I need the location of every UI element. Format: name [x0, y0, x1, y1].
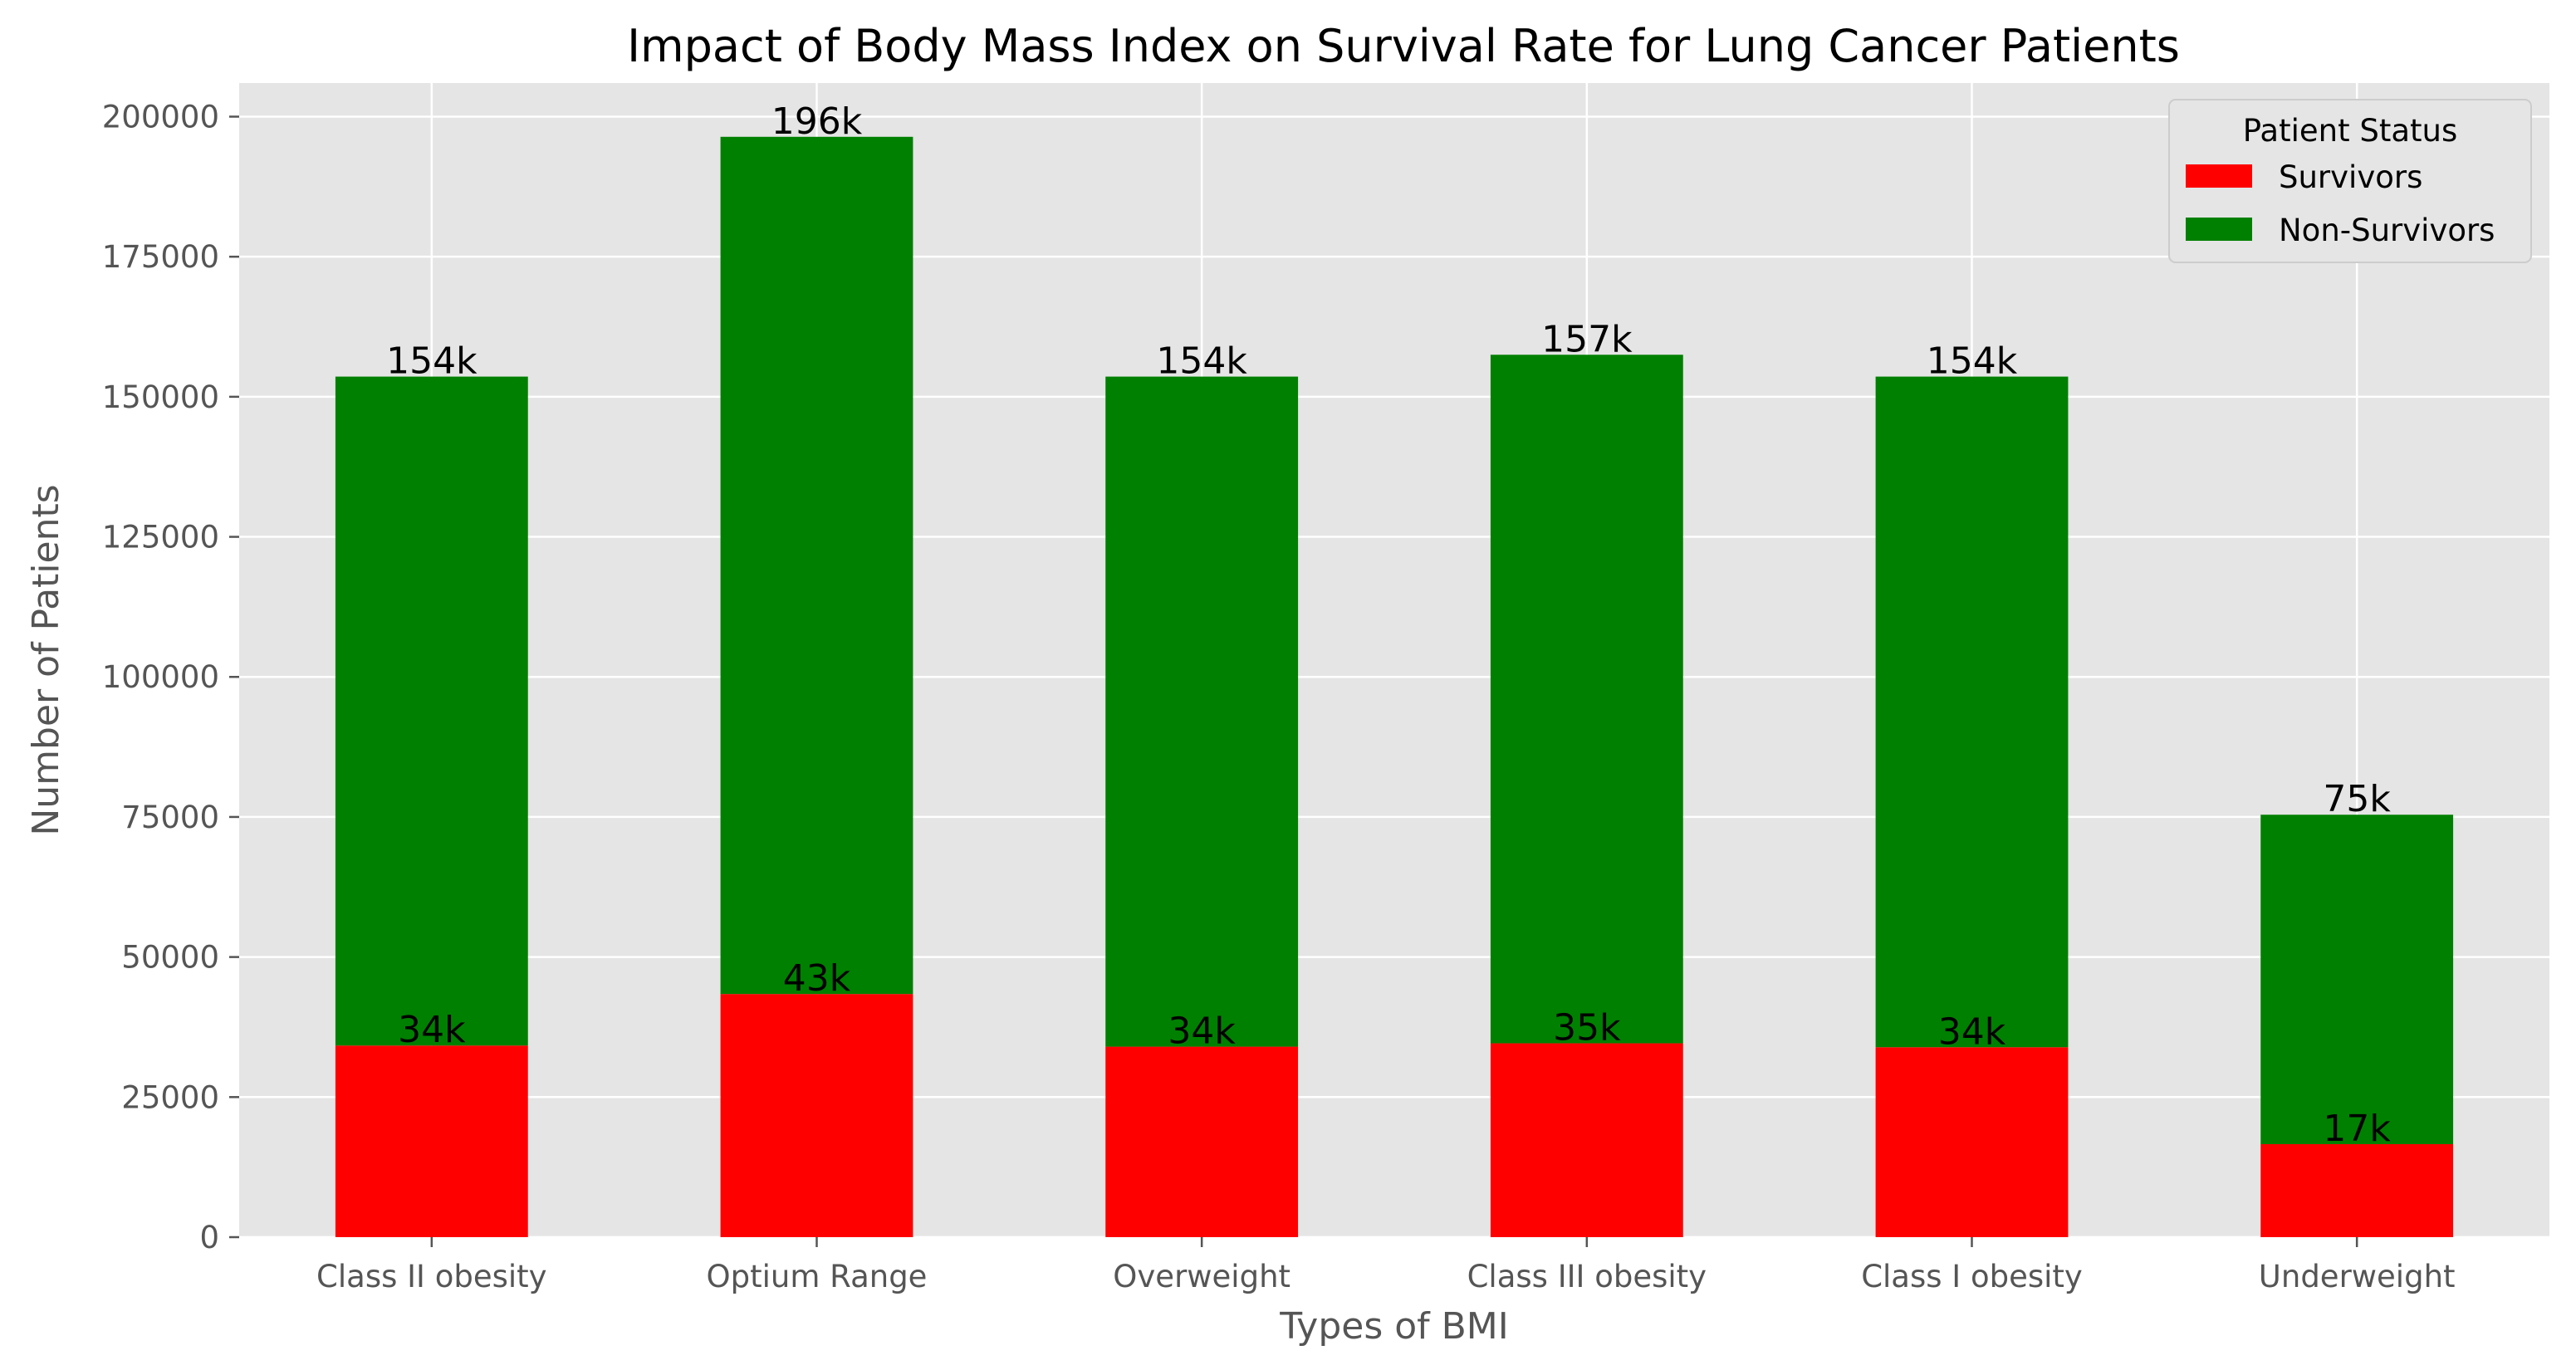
bars: [335, 136, 2454, 1237]
x-tick-label: Overweight: [1113, 1259, 1290, 1294]
x-tick-label: Class III obesity: [1467, 1259, 1707, 1294]
y-tick-label: 125000: [102, 520, 219, 555]
x-tick-label: Class I obesity: [1861, 1259, 2083, 1294]
bar-survivors: [720, 994, 913, 1237]
y-tick-label: 0: [199, 1220, 219, 1255]
y-tick-label: 175000: [102, 239, 219, 275]
legend-swatch-survivors: [2186, 164, 2252, 188]
bar-non-survivors: [1490, 355, 1683, 1044]
y-tick-label: 100000: [102, 659, 219, 695]
y-tick-label: 150000: [102, 379, 219, 415]
bar-label-survivors: 34k: [1168, 1010, 1236, 1053]
y-tick-label: 50000: [121, 940, 219, 976]
bar-label-total: 75k: [2323, 778, 2391, 820]
legend-swatch-non-survivors: [2186, 218, 2252, 241]
bar-label-survivors: 43k: [783, 957, 851, 1000]
legend-title: Patient Status: [2243, 113, 2458, 149]
bar-non-survivors: [720, 136, 913, 995]
legend-label-non-survivors: Non-Survivors: [2279, 213, 2495, 248]
bar-survivors: [1490, 1043, 1683, 1237]
bar-labels: 34k 154k 43k 196k 34k 154k 35k 157k 34k 154k 17k 75…: [386, 100, 2391, 1150]
bar-survivors: [1875, 1047, 2069, 1237]
bar-non-survivors: [1105, 376, 1299, 1047]
bar-survivors: [1105, 1046, 1299, 1237]
y-tick-label: 200000: [102, 99, 219, 135]
y-tick-label: 25000: [121, 1079, 219, 1115]
bar-non-survivors: [335, 376, 528, 1046]
bar-label-total: 157k: [1541, 318, 1633, 360]
legend-label-survivors: Survivors: [2279, 159, 2422, 195]
plot-area: [239, 83, 2549, 1237]
x-axis-label: Types of BMI: [1279, 1305, 1509, 1348]
bar-label-survivors: 34k: [1938, 1010, 2006, 1053]
bar-label-total: 154k: [1927, 340, 2018, 383]
x-tick-label: Underweight: [2259, 1259, 2456, 1294]
axes: 0 25000 50000 75000 100000 125000 150000 175000…: [102, 99, 2456, 1294]
bar-label-survivors: 17k: [2323, 1108, 2391, 1150]
bar-label-survivors: 34k: [398, 1009, 466, 1051]
bar-label-survivors: 35k: [1553, 1007, 1621, 1050]
bar-survivors: [2260, 1143, 2454, 1237]
bar-label-total: 154k: [1156, 340, 1247, 383]
bar-non-survivors: [2260, 815, 2454, 1144]
x-tick-label: Class II obesity: [316, 1259, 547, 1294]
chart-title: Impact of Body Mass Index on Survival Ra…: [627, 20, 2180, 72]
legend: Patient Status Survivors Non-Survivors: [2168, 99, 2532, 263]
legend-box: [2168, 99, 2532, 263]
x-tick-label: Optium Range: [707, 1259, 928, 1294]
bar-survivors: [335, 1045, 528, 1237]
y-tick-label: 75000: [121, 800, 219, 835]
bar-non-survivors: [1875, 376, 2069, 1048]
bar-label-total: 196k: [771, 100, 863, 143]
y-axis-label: Number of Patients: [25, 484, 67, 835]
bar-label-total: 154k: [386, 340, 477, 383]
